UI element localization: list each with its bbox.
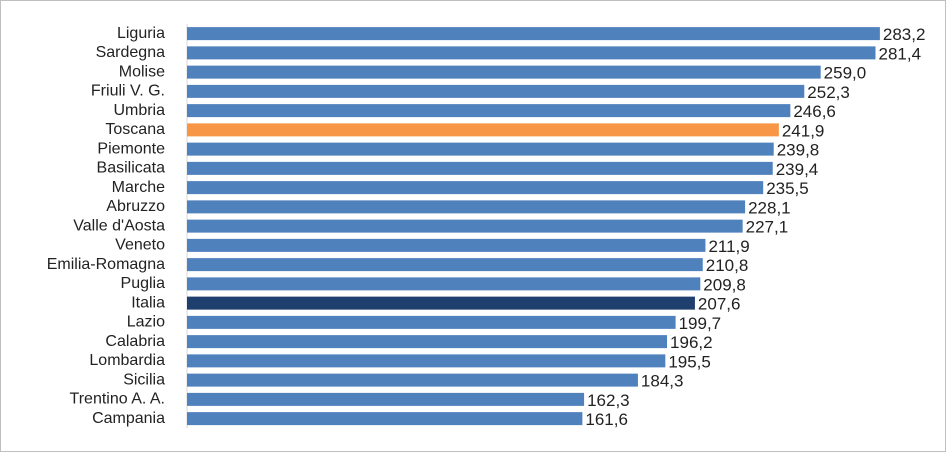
bar — [187, 181, 764, 195]
data-label: 196,2 — [670, 333, 713, 352]
bar — [187, 392, 585, 406]
bar — [187, 373, 638, 387]
data-label: 195,5 — [668, 352, 711, 371]
y-tick-label: Campania — [92, 410, 165, 427]
bar — [187, 142, 774, 156]
data-label: 239,8 — [777, 141, 820, 160]
data-label: 281,4 — [878, 44, 921, 63]
y-tick-label: Emilia-Romagna — [47, 256, 165, 273]
bar — [187, 200, 746, 214]
y-tick-label: Calabria — [105, 333, 165, 350]
y-tick-label: Veneto — [115, 237, 165, 254]
y-tick-label: Sardegna — [96, 44, 165, 61]
data-label: 259,0 — [824, 64, 867, 83]
data-label: 227,1 — [746, 218, 789, 237]
data-label: 239,4 — [776, 160, 819, 179]
data-label: 246,6 — [793, 102, 836, 121]
data-label: 210,8 — [706, 256, 749, 275]
data-label: 161,6 — [585, 410, 628, 429]
data-label: 228,1 — [748, 198, 791, 217]
bar — [187, 238, 706, 252]
y-tick-label: Molise — [119, 63, 165, 80]
bar — [187, 161, 773, 175]
data-label: 184,3 — [641, 372, 684, 391]
bar — [187, 412, 583, 426]
y-tick-label: Lazio — [127, 314, 165, 331]
data-label: 207,6 — [698, 295, 741, 314]
y-tick-label: Liguria — [117, 25, 165, 42]
y-tick-label: Valle d'Aosta — [73, 217, 165, 234]
bar — [187, 296, 695, 310]
bar — [187, 65, 821, 79]
bar — [187, 258, 703, 272]
bar — [187, 104, 791, 118]
y-tick-label: Trentino A. A. — [70, 391, 165, 408]
y-tick-label: Lombardia — [89, 352, 165, 369]
y-tick-label: Piemonte — [97, 140, 165, 157]
bar — [187, 354, 666, 368]
y-tick-label: Toscana — [105, 121, 165, 138]
data-label: 199,7 — [679, 314, 722, 333]
data-label: 162,3 — [587, 391, 630, 410]
bar — [187, 219, 743, 233]
data-label: 241,9 — [782, 121, 825, 140]
y-tick-label: Friuli V. G. — [91, 83, 165, 100]
y-tick-label: Italia — [131, 294, 165, 311]
y-tick-label: Basilicata — [97, 160, 166, 177]
bar — [187, 123, 779, 137]
data-label: 252,3 — [807, 83, 850, 102]
bar — [187, 84, 805, 98]
bar — [187, 277, 701, 291]
y-tick-label: Umbria — [113, 102, 165, 119]
y-tick-label: Puglia — [121, 275, 166, 292]
bar — [187, 335, 668, 349]
bar — [187, 46, 876, 60]
data-label: 283,2 — [883, 25, 926, 44]
data-label: 211,9 — [708, 237, 749, 256]
y-tick-label: Marche — [112, 179, 165, 196]
data-label: 235,5 — [766, 179, 809, 198]
y-tick-label: Sicilia — [123, 371, 165, 388]
bar — [187, 27, 880, 41]
bar — [187, 315, 676, 329]
y-tick-label: Abruzzo — [106, 198, 165, 215]
data-label: 209,8 — [703, 275, 746, 294]
